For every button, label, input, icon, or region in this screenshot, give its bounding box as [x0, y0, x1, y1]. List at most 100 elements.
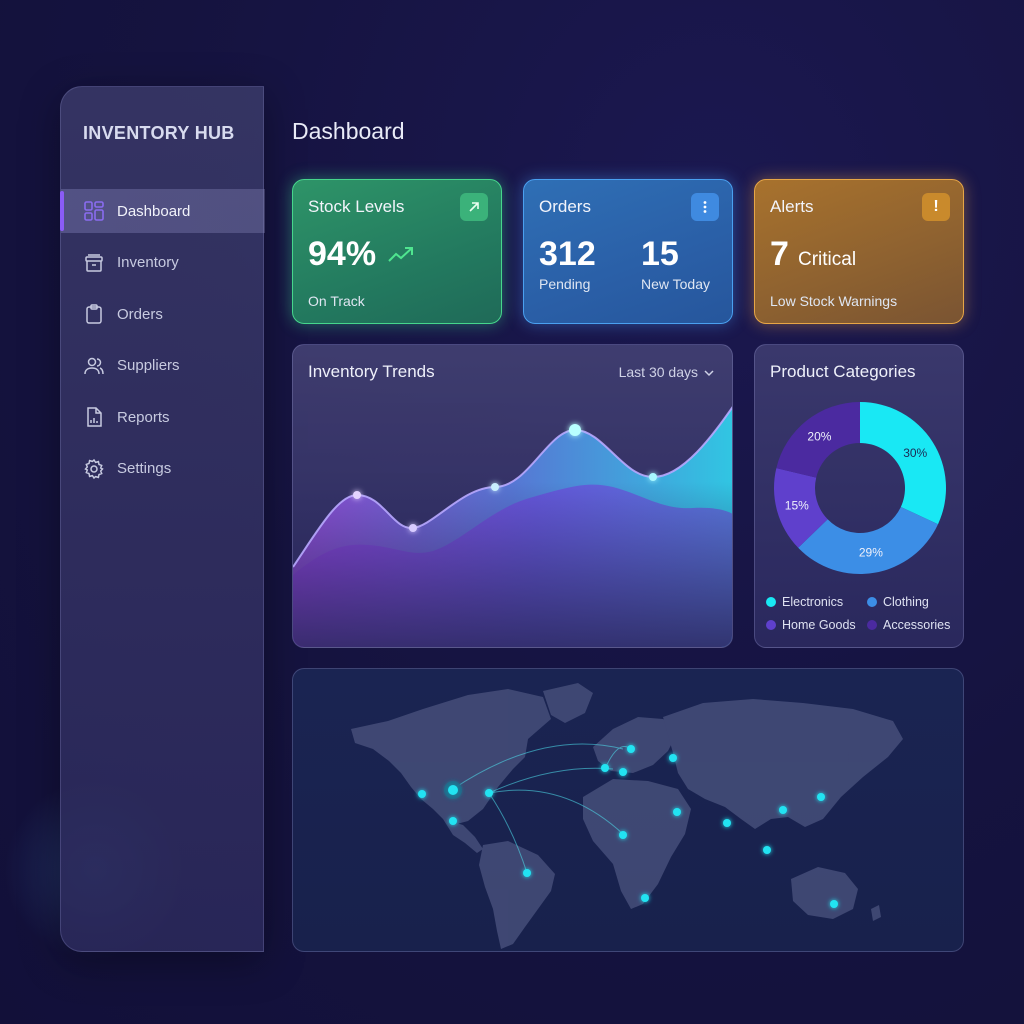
new-today-value: 15 — [641, 235, 679, 273]
donut-slice-clothing[interactable] — [798, 506, 939, 574]
map-pin — [601, 764, 609, 772]
sidebar-item-inventory[interactable]: Inventory — [61, 241, 265, 285]
world-map-panel — [292, 668, 964, 952]
exclamation-icon[interactable]: ! — [922, 193, 950, 221]
legend-item-home-goods: Home Goods — [766, 618, 856, 632]
alerts-value: 7 — [770, 235, 789, 273]
map-pin — [779, 806, 787, 814]
stock-levels-card[interactable]: Stock Levels 94% On Track — [292, 179, 502, 324]
sidebar-item-reports[interactable]: Reports — [61, 395, 265, 439]
sidebar-item-orders[interactable]: Orders — [61, 292, 265, 336]
new-today-label: New Today — [641, 276, 711, 292]
trend-point — [569, 424, 581, 436]
sidebar-item-label: Reports — [117, 408, 170, 426]
map-pin — [669, 754, 677, 762]
page-title: Dashboard — [292, 118, 405, 144]
donut-label: 20% — [807, 430, 831, 444]
trend-point — [649, 473, 657, 481]
donut-label: 30% — [903, 446, 927, 460]
legend-label: Home Goods — [782, 618, 856, 632]
sidebar-item-label: Settings — [117, 460, 172, 477]
alerts-status: Low Stock Warnings — [770, 293, 898, 309]
categories-donut-chart: 30% 29% 15% 20% — [774, 402, 946, 574]
legend-item-accessories: Accessories — [867, 618, 950, 632]
map-pin — [817, 793, 825, 801]
sidebar-item-dashboard[interactable]: Dashboard — [60, 189, 265, 233]
sidebar-item-suppliers[interactable]: Suppliers — [61, 344, 265, 388]
map-pin — [723, 819, 731, 827]
alerts-value-label: Critical — [798, 249, 857, 270]
brand-logo: INVENTORY HUB — [83, 123, 235, 143]
map-pin — [830, 900, 838, 908]
alerts-card[interactable]: Alerts ! 7 Critical Low Stock Warnings — [754, 179, 964, 324]
trend-up-icon — [388, 246, 414, 269]
legend-dot — [766, 620, 776, 630]
report-icon — [83, 406, 105, 428]
map-pin — [673, 808, 681, 816]
sidebar-nav: Dashboard Inventory Orders — [60, 189, 265, 498]
date-range-dropdown[interactable]: Last 30 days — [619, 364, 714, 380]
map-pin — [448, 785, 458, 795]
map-pin — [763, 846, 771, 854]
card-title: Stock Levels — [308, 197, 405, 216]
sidebar: INVENTORY HUB Dashboard Inventory — [60, 86, 265, 952]
north-america-shape — [351, 689, 551, 825]
card-title: Orders — [539, 197, 591, 216]
map-pin — [418, 790, 426, 798]
sidebar-item-label: Suppliers — [117, 357, 180, 374]
route-line — [488, 789, 624, 835]
world-map — [351, 683, 903, 949]
map-pin — [627, 745, 635, 753]
map-pin — [523, 869, 531, 877]
dashboard-icon — [83, 200, 105, 222]
stock-status: On Track — [308, 293, 365, 309]
trend-point — [409, 524, 417, 532]
route-line — [452, 743, 624, 790]
asia-shape — [663, 699, 903, 829]
sidebar-item-label: Inventory — [117, 254, 179, 271]
route-line — [488, 767, 614, 794]
sidebar-item-label: Dashboard — [117, 202, 191, 220]
legend-label: Accessories — [883, 618, 951, 632]
japan-shape — [848, 745, 863, 775]
legend-label: Electronics — [782, 595, 844, 609]
map-pin — [641, 894, 649, 902]
pending-label: Pending — [539, 276, 591, 292]
panel-title: Product Categories — [770, 362, 916, 381]
australia-shape — [791, 867, 858, 919]
map-pin — [485, 789, 493, 797]
south-america-shape — [479, 841, 555, 949]
inventory-trends-panel: Inventory Trends Last 30 days — [292, 344, 733, 648]
more-vertical-icon[interactable] — [691, 193, 719, 221]
orders-card[interactable]: Orders 312 Pending 15 New Today — [523, 179, 733, 324]
greenland-shape — [543, 683, 593, 723]
legend-dot — [867, 597, 877, 607]
stock-value: 94% — [308, 235, 377, 273]
europe-shape — [593, 717, 678, 773]
donut-slice-electronics[interactable] — [860, 402, 946, 525]
gear-icon — [83, 458, 105, 480]
legend-item-electronics: Electronics — [766, 595, 843, 609]
donut-label: 29% — [859, 546, 883, 560]
donut-label: 15% — [785, 498, 809, 512]
trend-point — [353, 491, 361, 499]
clipboard-icon — [83, 303, 105, 325]
pending-value: 312 — [539, 235, 596, 273]
sidebar-item-settings[interactable]: Settings — [61, 447, 265, 491]
legend-dot — [766, 597, 776, 607]
central-america-shape — [443, 819, 483, 853]
archive-box-icon — [83, 252, 105, 274]
legend-dot — [867, 620, 877, 630]
arrow-up-right-icon[interactable] — [460, 193, 488, 221]
card-title: Alerts — [770, 197, 814, 216]
donut-slice-accessories[interactable] — [776, 402, 860, 478]
map-pin — [449, 817, 457, 825]
legend-label: Clothing — [883, 595, 929, 609]
donut-slice-home-goods[interactable] — [774, 468, 828, 548]
africa-shape — [583, 779, 691, 909]
map-pin — [619, 831, 627, 839]
route-line — [488, 792, 528, 874]
trend-point — [491, 483, 499, 491]
chevron-down-icon — [704, 364, 714, 380]
